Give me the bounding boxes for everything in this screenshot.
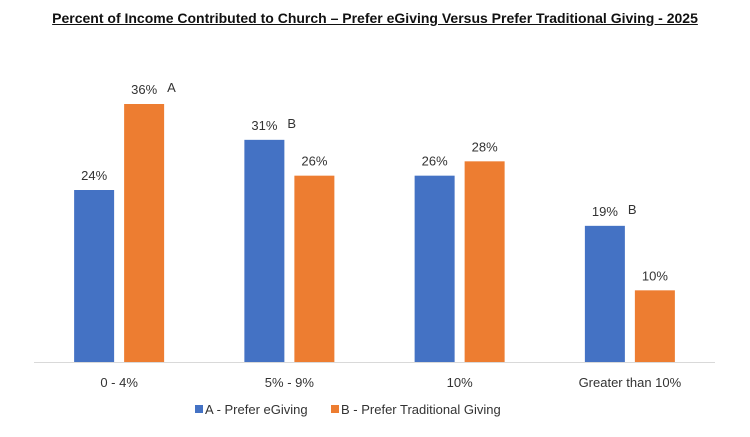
bars-layer: [74, 104, 675, 362]
data-label-b-3: 10%: [642, 268, 668, 283]
data-label-a-2: 26%: [422, 154, 448, 169]
bar-b-3: [634, 290, 675, 362]
bar-a-3: [584, 225, 625, 362]
data-label-a-0: 24%: [81, 168, 107, 183]
bar-b-2: [464, 161, 505, 362]
bar-a-2: [414, 175, 455, 362]
x-tick-labels: 0 - 4% 5% - 9% 10% Greater than 10%: [100, 375, 681, 390]
legend-label-b: B - Prefer Traditional Giving: [341, 402, 501, 417]
chart-title: Percent of Income Contributed to Church …: [52, 10, 698, 26]
bar-a-1: [244, 139, 285, 362]
legend-swatch-b: [331, 405, 339, 413]
x-tick-label-1: 5% - 9%: [265, 375, 315, 390]
data-labels-layer: 24% 36% A 31% B 26% 26% 28% 19% B 10%: [81, 80, 668, 283]
legend: A - Prefer eGiving B - Prefer Traditional…: [195, 402, 501, 417]
data-label-a-3: 19%: [592, 204, 618, 219]
legend-label-a: A - Prefer eGiving: [205, 402, 308, 417]
data-label-b-0: 36%: [131, 82, 157, 97]
x-tick-label-0: 0 - 4%: [100, 375, 138, 390]
x-tick-label-3: Greater than 10%: [579, 375, 682, 390]
bar-b-0: [124, 104, 165, 362]
sig-mark-a-1: B: [287, 116, 296, 131]
legend-swatch-a: [195, 405, 203, 413]
bar-b-1: [294, 175, 335, 362]
data-label-b-2: 28%: [472, 139, 498, 154]
sig-mark-b-0: A: [167, 80, 176, 95]
x-tick-label-2: 10%: [447, 375, 473, 390]
data-label-a-1: 31%: [251, 118, 277, 133]
sig-mark-a-3: B: [628, 202, 637, 217]
data-label-b-1: 26%: [301, 154, 327, 169]
bar-a-0: [74, 190, 115, 362]
